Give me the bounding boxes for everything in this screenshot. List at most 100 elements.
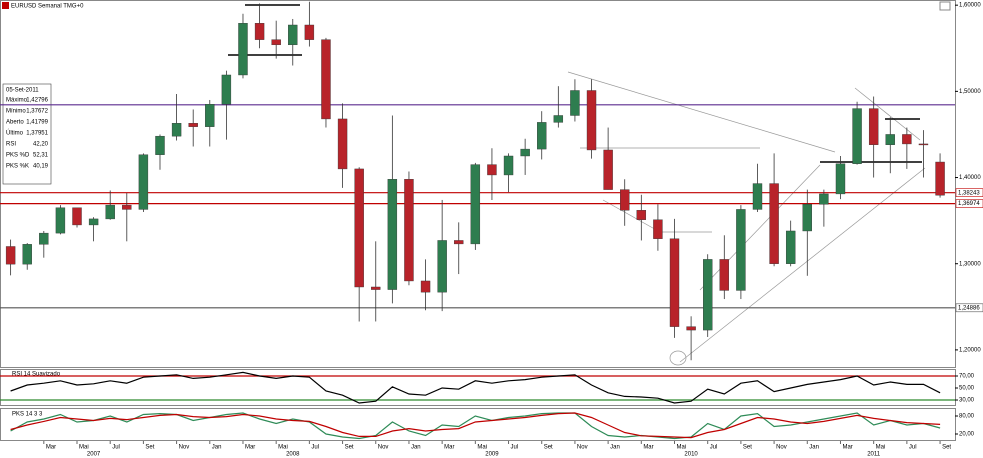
x-tick-label: Mai <box>677 445 687 451</box>
candle-body <box>868 108 879 145</box>
x-tick-label: Jul <box>511 445 519 451</box>
info-value: 1,37672 <box>26 109 48 115</box>
candle-body <box>288 24 298 46</box>
info-label: Máximo <box>6 98 28 104</box>
candle-body <box>603 149 613 190</box>
chart-title: EURUSD Semanal TMG+0 <box>11 4 84 10</box>
candle-body <box>852 108 862 164</box>
candle-body <box>769 183 779 264</box>
info-date: 05-Set-2011 <box>6 88 39 94</box>
candle-body <box>254 23 265 40</box>
candle-body <box>620 189 630 211</box>
candle-body <box>354 168 364 288</box>
candle-body <box>918 143 929 146</box>
y-tick-label: 20,00 <box>959 432 975 438</box>
info-label: Aberto <box>6 120 24 126</box>
indicator-line <box>10 371 941 404</box>
x-tick-label: Mai <box>876 445 886 451</box>
candle-body <box>819 193 829 205</box>
x-tick-label: Jan <box>411 445 421 451</box>
level-label: 1,36974 <box>958 201 980 207</box>
x-tick-label: Jan <box>610 445 620 451</box>
candle-body <box>55 207 66 234</box>
x-tick-label: Jan <box>212 445 222 451</box>
candle-body <box>835 163 846 195</box>
candle-body <box>138 154 149 210</box>
info-value: 42,20 <box>33 142 49 148</box>
candle-body <box>520 148 530 157</box>
x-tick-label: Set <box>345 445 354 451</box>
stoch-panel <box>0 408 956 441</box>
candle-body <box>72 207 82 226</box>
info-label: Mínimo <box>6 109 26 115</box>
x-tick-label: Jul <box>112 445 120 451</box>
x-tick-label: Jul <box>909 445 917 451</box>
y-tick-label: 1,20000 <box>959 347 981 353</box>
candle-body <box>171 123 182 137</box>
price-panel <box>0 0 956 368</box>
candle-body <box>935 161 945 196</box>
candle-body <box>802 204 812 232</box>
candle-body <box>537 122 547 150</box>
candle-body <box>122 204 132 210</box>
level-label: 1,38243 <box>958 190 980 196</box>
y-tick-label: 80,00 <box>959 414 975 420</box>
year-label: 2011 <box>867 452 881 458</box>
x-tick-label: Jul <box>710 445 718 451</box>
candle-body <box>902 134 912 145</box>
candle-body <box>736 209 746 291</box>
candle-body <box>570 90 580 116</box>
panel-button[interactable] <box>939 1 951 11</box>
indicator-line <box>10 412 941 440</box>
level-tag <box>955 303 983 313</box>
y-tick-label: 1,30000 <box>959 261 981 267</box>
candle-body <box>885 134 895 145</box>
info-value: 1,41799 <box>26 120 48 126</box>
candle-body <box>653 219 663 239</box>
year-label: 2007 <box>87 452 101 458</box>
level-tag <box>955 188 983 197</box>
y-tick-label: 30,00 <box>959 398 975 404</box>
candle-body <box>404 179 414 282</box>
candle-body <box>22 244 32 265</box>
indicator-title: PKS 14 3 3 <box>12 412 43 418</box>
year-label: 2008 <box>286 452 300 458</box>
indicator-title: RSI 14 Suavizado <box>12 372 61 378</box>
candle-body <box>586 90 597 151</box>
level-label: 1,24886 <box>958 305 980 311</box>
x-tick-label: Jan <box>809 445 819 451</box>
y-tick-label: 70,00 <box>959 374 975 380</box>
candle-body <box>387 179 398 290</box>
rsi-panel <box>0 369 956 406</box>
candle-body <box>503 155 514 176</box>
x-tick-label: Nov <box>378 445 389 451</box>
candle-body <box>238 23 248 76</box>
x-tick-label: Mar <box>46 445 56 451</box>
y-tick-label: 1,60000 <box>959 3 981 9</box>
candle-body <box>470 164 481 245</box>
candle-body <box>39 232 49 245</box>
info-value: 1,37951 <box>26 131 48 137</box>
candle-body <box>487 164 497 176</box>
y-tick-label: 1,40000 <box>959 175 981 181</box>
x-tick-label: Set <box>145 445 154 451</box>
symbol-icon <box>2 2 9 9</box>
candle-body <box>420 280 431 293</box>
candle-body <box>719 259 729 291</box>
info-label: Último <box>6 130 24 137</box>
candle-body <box>205 104 215 127</box>
x-tick-label: Mai <box>79 445 89 451</box>
candle-body <box>669 238 680 327</box>
x-tick-label: Mai <box>278 445 288 451</box>
y-tick-label: 50,00 <box>959 386 975 392</box>
indicator-line <box>10 412 941 439</box>
info-label: RSI <box>6 142 16 148</box>
candle-body <box>337 118 348 170</box>
info-value: 52,31 <box>33 153 49 159</box>
x-tick-label: Mar <box>245 445 255 451</box>
candle-body <box>686 326 696 331</box>
x-tick-label: Set <box>942 445 951 451</box>
info-value: 1,42796 <box>26 98 48 104</box>
